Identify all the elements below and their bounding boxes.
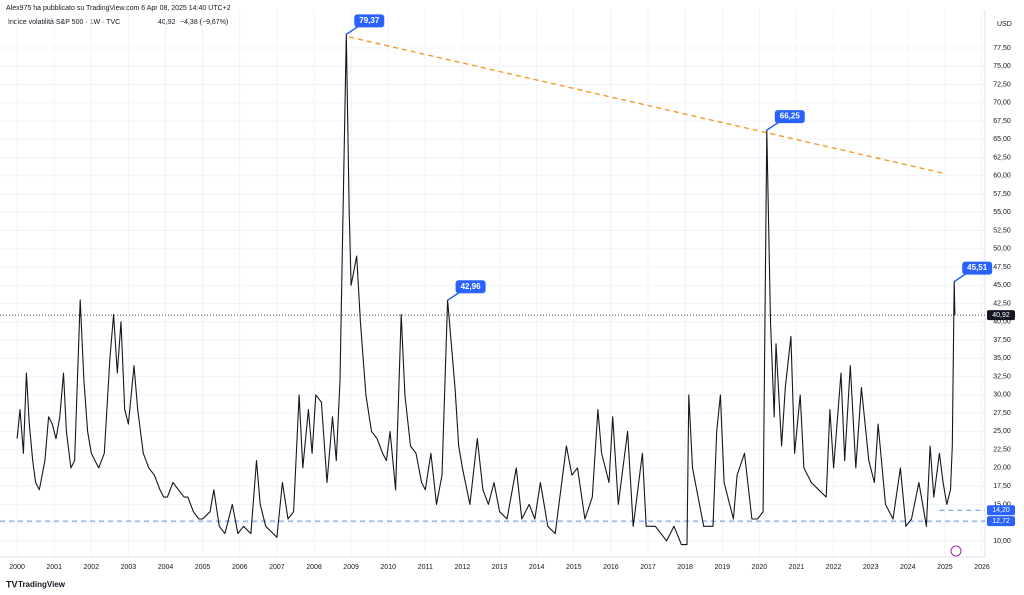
annotation-pointer xyxy=(953,272,967,283)
annotation-label: 79,37 xyxy=(359,16,380,25)
annotation-pointer xyxy=(447,291,461,301)
annotation-label: 42,96 xyxy=(461,282,482,291)
y-tick-label: 62,50 xyxy=(993,154,1011,161)
level-label: 12,72 xyxy=(992,518,1010,525)
y-tick-label: 57,50 xyxy=(993,191,1011,198)
y-tick-label: 22,50 xyxy=(993,446,1011,453)
y-tick-label: 25,00 xyxy=(993,428,1011,435)
y-tick-label: 45,00 xyxy=(993,282,1011,289)
y-tick-label: 67,50 xyxy=(993,118,1011,125)
last: 40,92 xyxy=(158,19,176,26)
annotation-box xyxy=(455,280,486,294)
x-tick-label: 2019 xyxy=(714,564,730,571)
x-tick-label: 2012 xyxy=(455,564,471,571)
level-label: 14,20 xyxy=(992,507,1010,514)
annotation-pointer xyxy=(345,25,359,35)
x-tick-label: 2024 xyxy=(900,564,916,571)
x-tick-label: 2001 xyxy=(46,564,62,571)
x-tick-label: 2000 xyxy=(9,564,25,571)
y-tick-label: 70,00 xyxy=(993,100,1011,107)
y-tick-label: 27,50 xyxy=(993,410,1011,417)
y-tick-label: 55,00 xyxy=(993,209,1011,216)
x-tick-label: 2026 xyxy=(974,564,990,571)
x-tick-label: 2002 xyxy=(84,564,100,571)
x-tick-label: 2007 xyxy=(269,564,285,571)
x-tick-label: 2017 xyxy=(640,564,656,571)
x-tick-label: 2008 xyxy=(306,564,322,571)
level-tag xyxy=(987,516,1015,527)
annotation-pointer xyxy=(766,121,780,131)
x-tick-label: 2010 xyxy=(380,564,396,571)
x-tick-label: 2015 xyxy=(566,564,582,571)
price-tag xyxy=(987,310,1015,321)
event-icon[interactable] xyxy=(950,545,962,557)
trend-line xyxy=(349,36,946,175)
annotation-label: 45,51 xyxy=(967,263,988,272)
change: −4,38 (−9,67%) xyxy=(180,19,228,26)
y-tick-label: 77,50 xyxy=(993,45,1011,52)
x-tick-label: 2011 xyxy=(418,564,433,571)
x-tick-label: 2018 xyxy=(677,564,693,571)
y-tick-label: 60,00 xyxy=(993,173,1011,180)
x-tick-label: 2006 xyxy=(232,564,248,571)
annotation-box xyxy=(774,110,805,124)
y-tick-label: 72,50 xyxy=(993,81,1011,88)
level-tag xyxy=(987,505,1015,516)
symbol: Indice volatilità S&P 500 · 1W · TVC xyxy=(8,19,120,26)
y-tick-label: 37,50 xyxy=(993,337,1011,344)
y-tick-label: 35,00 xyxy=(993,355,1011,362)
y-tick-label: 52,50 xyxy=(993,227,1011,234)
y-tick-label: 50,00 xyxy=(993,246,1011,253)
y-tick-label: 20,00 xyxy=(993,465,1011,472)
x-tick-label: 2013 xyxy=(492,564,508,571)
x-tick-label: 2005 xyxy=(195,564,211,571)
x-tick-label: 2003 xyxy=(121,564,137,571)
x-tick-label: 2025 xyxy=(937,564,953,571)
y-tick-label: 15,00 xyxy=(993,501,1011,508)
price-label: 40,92 xyxy=(992,312,1010,319)
annotation-box xyxy=(962,261,993,275)
x-tick-label: 2022 xyxy=(826,564,842,571)
y-tick-label: 10,00 xyxy=(993,538,1011,545)
x-tick-label: 2004 xyxy=(158,564,174,571)
y-tick-label: 75,00 xyxy=(993,63,1011,70)
series-line xyxy=(16,33,956,546)
y-tick-label: 65,00 xyxy=(993,136,1011,143)
x-tick-label: 2009 xyxy=(343,564,359,571)
x-tick-label: 2016 xyxy=(603,564,619,571)
x-tick-label: 2020 xyxy=(752,564,768,571)
x-tick-label: 2023 xyxy=(863,564,879,571)
x-tick-label: 2014 xyxy=(529,564,545,571)
annotation-label: 66,25 xyxy=(780,112,801,121)
y-tick-label: 30,00 xyxy=(993,392,1011,399)
brand-logo: TV xyxy=(6,579,18,589)
brand: TradingView xyxy=(18,580,66,589)
y-tick-label: 17,50 xyxy=(993,483,1011,490)
annotation-box xyxy=(354,14,385,28)
x-tick-label: 2021 xyxy=(789,564,805,571)
y-tick-label: 32,50 xyxy=(993,373,1011,380)
currency: USD xyxy=(997,21,1012,28)
publisher: Alex975 ha pubblicato su TradingView.com… xyxy=(6,5,231,12)
y-tick-label: 40,00 xyxy=(993,319,1011,326)
y-tick-label: 42,50 xyxy=(993,300,1011,307)
y-tick-label: 47,50 xyxy=(993,264,1011,271)
